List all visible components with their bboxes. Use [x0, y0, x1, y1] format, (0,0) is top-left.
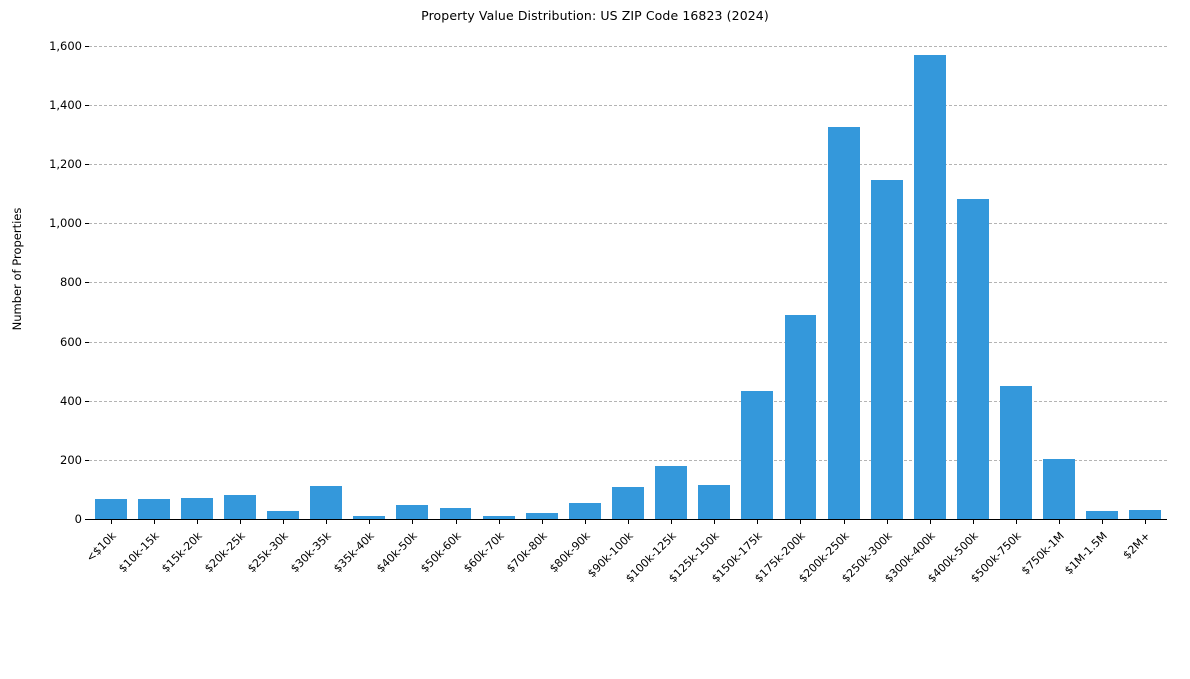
y-axis-tick-mark: [85, 164, 89, 166]
x-axis-tick-mark: [714, 519, 716, 524]
bar[interactable]: [525, 513, 558, 519]
x-axis-tick-mark: [412, 519, 414, 524]
y-axis-tick-label: 600: [60, 334, 82, 349]
bar[interactable]: [784, 314, 817, 519]
bar[interactable]: [741, 391, 774, 519]
y-axis-tick-label: 1,200: [49, 157, 82, 172]
x-axis-tick-mark: [196, 519, 198, 524]
bar[interactable]: [1043, 459, 1076, 519]
x-axis-tick-mark: [283, 519, 285, 524]
x-axis-tick-mark: [929, 519, 931, 524]
y-axis-tick-mark: [85, 223, 89, 225]
x-axis-tick-mark: [455, 519, 457, 524]
x-axis-tick-mark: [1145, 519, 1147, 524]
x-axis-tick-mark: [326, 519, 328, 524]
bar[interactable]: [267, 511, 299, 519]
bar[interactable]: [698, 485, 731, 519]
gridline: [89, 104, 1167, 106]
bar[interactable]: [913, 55, 946, 519]
y-axis-tick-mark: [85, 519, 89, 520]
y-axis-tick-label: 200: [60, 452, 82, 467]
gridline: [89, 400, 1167, 402]
x-axis-tick-mark: [110, 519, 112, 524]
x-axis-tick-mark: [584, 519, 586, 524]
x-axis-tick-mark: [369, 519, 371, 524]
x-axis-tick-mark: [153, 519, 155, 524]
bar[interactable]: [1000, 386, 1033, 519]
y-axis-tick-label: 0: [74, 512, 82, 526]
x-axis-tick-mark: [541, 519, 543, 524]
bar[interactable]: [655, 466, 688, 519]
x-axis-tick-mark: [1102, 519, 1104, 524]
y-axis-tick-mark: [85, 459, 89, 461]
bar[interactable]: [827, 127, 860, 519]
y-axis-tick-label: 800: [60, 275, 82, 290]
x-axis-tick-mark: [972, 519, 974, 524]
x-axis-tick-mark: [757, 519, 759, 524]
bar[interactable]: [396, 505, 429, 519]
x-axis-tick-label-wrap: <$10k: [0, 528, 120, 679]
y-axis-tick-mark: [85, 104, 89, 106]
y-axis-tick-mark: [85, 400, 89, 402]
chart-figure: Property Value Distribution: US ZIP Code…: [10, 8, 1167, 586]
x-axis-tick-mark: [498, 519, 500, 524]
x-axis-tick-mark: [886, 519, 888, 524]
bar[interactable]: [482, 515, 515, 519]
bar[interactable]: [1086, 511, 1119, 519]
x-axis-tick-mark: [843, 519, 845, 524]
x-axis-tick-label: $2M+: [1120, 529, 1154, 562]
y-axis-tick-label: 1,600: [49, 38, 82, 53]
x-axis-tick-mark: [1059, 519, 1061, 524]
x-axis-tick-mark: [628, 519, 629, 524]
bar[interactable]: [353, 516, 386, 519]
chart-title: Property Value Distribution: US ZIP Code…: [421, 8, 769, 23]
y-axis-tick-mark: [85, 45, 89, 47]
bar[interactable]: [439, 507, 472, 519]
x-axis-tick-mark: [800, 519, 802, 524]
x-axis-tick-mark: [1016, 519, 1018, 524]
x-axis-tick-mark: [671, 519, 673, 524]
plot-area: [89, 31, 1167, 519]
bar[interactable]: [180, 498, 213, 519]
bar[interactable]: [568, 502, 601, 519]
gridline: [89, 341, 1167, 343]
y-axis-tick-label: 1,000: [49, 216, 82, 231]
gridline: [89, 45, 1167, 47]
bar[interactable]: [137, 499, 170, 519]
y-axis-tick-mark: [85, 282, 89, 284]
gridline: [89, 223, 1167, 225]
bar[interactable]: [94, 498, 127, 519]
bar[interactable]: [223, 495, 256, 519]
x-axis-tick-label: <$10k: [83, 529, 119, 565]
bar[interactable]: [1129, 509, 1162, 519]
y-axis-tick-label: 1,400: [49, 97, 82, 112]
y-axis-tick-label: 400: [60, 393, 82, 408]
x-axis-tick-mark: [239, 519, 241, 524]
gridline: [89, 282, 1167, 284]
bar[interactable]: [870, 180, 903, 519]
y-axis-tick-mark: [85, 341, 89, 343]
gridline: [89, 459, 1167, 461]
bar[interactable]: [612, 487, 644, 519]
gridline: [89, 164, 1167, 166]
bar[interactable]: [310, 485, 343, 519]
bar[interactable]: [957, 199, 989, 519]
